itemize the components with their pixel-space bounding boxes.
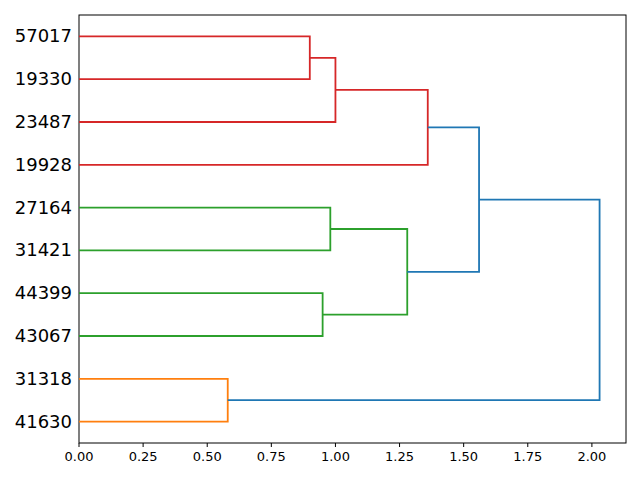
- x-tick-label: 0.00: [65, 449, 94, 464]
- leaf-label: 57017: [15, 25, 72, 46]
- leaf-label: 44399: [15, 282, 72, 303]
- figure: 57017 19330 23487 19928 27164 31421 44399 43067…: [0, 0, 640, 480]
- leaf-label: 31318: [15, 368, 72, 389]
- x-tick-label: 0.25: [129, 449, 158, 464]
- leaf-label: 41630: [15, 411, 72, 432]
- x-tick-label: 2.00: [577, 449, 606, 464]
- leaf-label: 23487: [15, 111, 72, 132]
- x-tick-label: 1.75: [513, 449, 542, 464]
- leaf-label: 19330: [15, 68, 72, 89]
- leaf-label: 19928: [15, 154, 72, 175]
- x-tick-label: 1.25: [385, 449, 414, 464]
- leaf-label: 27164: [15, 197, 72, 218]
- dendrogram-chart: 57017 19330 23487 19928 27164 31421 44399 43067…: [0, 0, 640, 480]
- x-tick-label: 0.50: [193, 449, 222, 464]
- leaf-label: 31421: [15, 239, 72, 260]
- leaf-label: 43067: [15, 325, 72, 346]
- x-tick-label: 1.00: [321, 449, 350, 464]
- x-tick-label: 0.75: [257, 449, 286, 464]
- x-tick-label: 1.50: [449, 449, 478, 464]
